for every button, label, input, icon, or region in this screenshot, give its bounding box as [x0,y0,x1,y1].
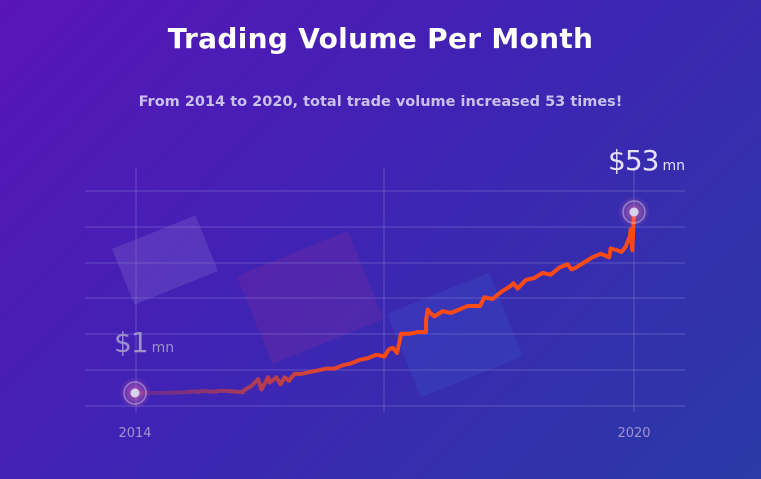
page-title: Trading Volume Per Month [167,22,594,55]
end-value-amount: $53 [608,144,659,177]
chart-plot [119,196,650,409]
marker-ring [123,381,147,405]
series-line [135,211,636,395]
start-value-unit: mn [151,340,175,356]
end-value-callout: $53 mn [608,144,685,177]
start-point-marker [119,377,151,409]
x-tick-label-start: 2014 [118,426,152,441]
end-point-marker [618,196,650,228]
marker-dot [629,207,639,217]
marker-dot [130,388,140,398]
chart-grid [85,168,685,412]
marker-ring [622,200,646,224]
start-value-amount: $1 [114,326,149,359]
end-value-unit: mn [662,158,685,174]
start-value-callout: $1 mn [114,326,174,359]
x-tick-label-end: 2020 [617,426,651,441]
page-subtitle: From 2014 to 2020, total trade volume in… [138,94,623,110]
